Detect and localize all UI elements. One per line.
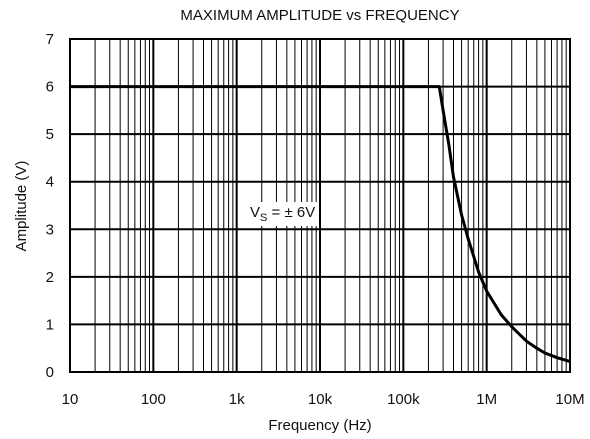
x-axis-label: Frequency (Hz) bbox=[268, 417, 371, 434]
series-group bbox=[70, 85, 571, 363]
annotation-main: V bbox=[250, 204, 260, 221]
x-tick-label: 100 bbox=[141, 391, 166, 408]
x-tick-label: 100k bbox=[387, 391, 420, 408]
x-tick-label: 10 bbox=[62, 391, 79, 408]
x-tick-label: 10M bbox=[555, 391, 584, 408]
series-line bbox=[70, 85, 571, 363]
chart-title: MAXIMUM AMPLITUDE vs FREQUENCY bbox=[180, 7, 459, 24]
y-tick-label: 7 bbox=[46, 31, 54, 48]
y-tick-label: 5 bbox=[46, 126, 54, 143]
annotation-background bbox=[247, 202, 319, 226]
annotation-rest: = ± 6V bbox=[267, 204, 315, 221]
y-tick-label: 6 bbox=[46, 79, 54, 96]
grid-minor bbox=[94, 39, 567, 372]
y-tick-label: 1 bbox=[46, 316, 54, 333]
y-axis-label: Amplitude (V) bbox=[13, 161, 30, 252]
y-tick-label: 3 bbox=[46, 221, 54, 238]
x-tick-label: 10k bbox=[308, 391, 333, 408]
y-tick-labels: 0 1 2 3 4 5 6 7 bbox=[46, 31, 54, 381]
x-tick-label: 1k bbox=[229, 391, 245, 408]
y-tick-label: 4 bbox=[46, 174, 54, 191]
supply-voltage-annotation: VS = ± 6V bbox=[250, 204, 315, 224]
annotation-sub: S bbox=[260, 212, 267, 224]
plot-frame bbox=[69, 38, 571, 373]
y-tick-label: 0 bbox=[46, 364, 54, 381]
x-tick-label: 1M bbox=[476, 391, 497, 408]
y-tick-label: 2 bbox=[46, 269, 54, 286]
x-tick-labels: 10 100 1k 10k 100k 1M 10M bbox=[62, 391, 585, 408]
